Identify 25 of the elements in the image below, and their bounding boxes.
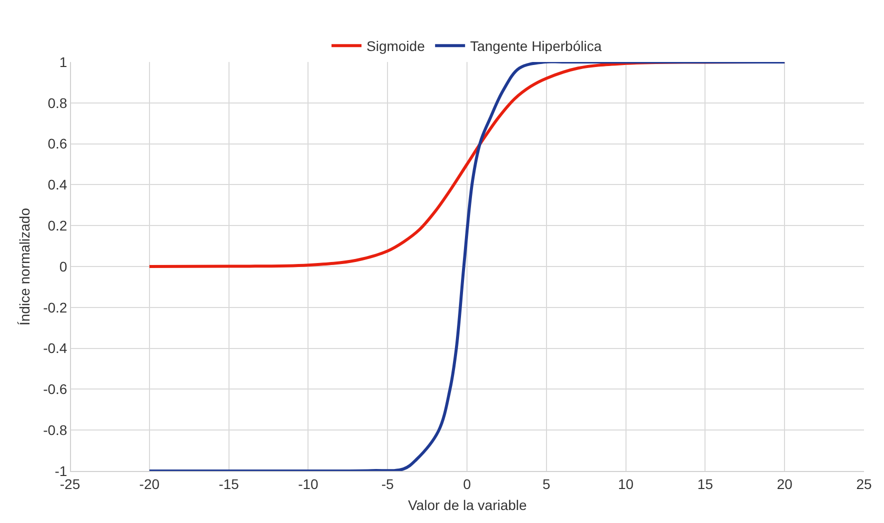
legend-label: Tangente Hiperbólica <box>470 38 602 54</box>
x-tick-label: 5 <box>542 476 550 492</box>
x-tick-label: -5 <box>381 476 394 492</box>
x-tick-label: 15 <box>697 476 714 492</box>
y-tick-label: 0.4 <box>48 176 68 193</box>
y-tick-label: -0.8 <box>43 422 68 438</box>
x-axis-title: Valor de la variable <box>408 497 528 513</box>
legend-label: Sigmoide <box>366 38 426 54</box>
x-tick-label: 10 <box>618 476 634 492</box>
x-tick-label: 25 <box>856 476 872 492</box>
y-tick-label: 0.6 <box>48 136 68 152</box>
y-tick-label: 0.2 <box>48 218 68 234</box>
y-tick-label: 0 <box>59 258 68 274</box>
line-series <box>148 62 786 471</box>
x-tick-label: -15 <box>218 476 240 492</box>
x-tick-label: 20 <box>776 476 793 492</box>
y-tick-label: -0.6 <box>43 381 68 398</box>
x-tick-label: 0 <box>463 476 472 492</box>
x-tick-label: -20 <box>139 476 160 492</box>
y-tick-label: 1 <box>59 54 68 70</box>
y-axis-title: Índice normalizado <box>16 208 32 326</box>
y-tick-label: -0.2 <box>43 299 68 316</box>
x-tick-label: -10 <box>298 476 319 492</box>
y-tick-label: 0.8 <box>48 94 68 111</box>
y-tick-label: -0.4 <box>43 340 68 356</box>
